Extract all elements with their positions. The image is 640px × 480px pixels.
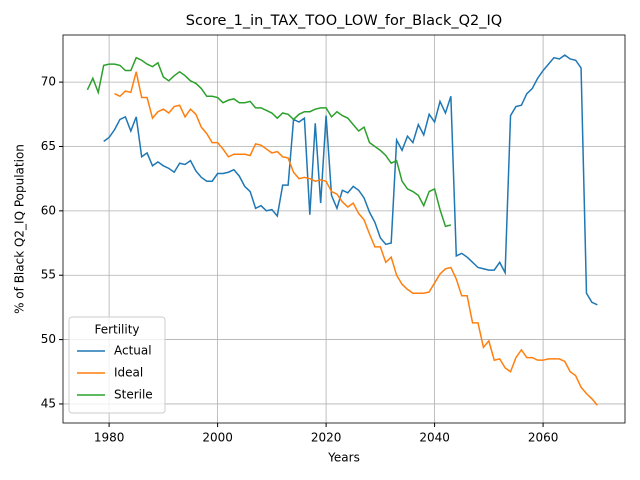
y-tick-label: 50 — [41, 332, 56, 346]
y-tick-label: 70 — [41, 75, 56, 89]
y-tick-label: 55 — [41, 268, 56, 282]
x-tick-label: 2000 — [202, 431, 233, 445]
series-line — [114, 71, 598, 406]
x-tick-label: 1980 — [94, 431, 125, 445]
y-axis-label: % of Black Q2_IQ Population — [13, 144, 27, 314]
legend-label: Sterile — [114, 388, 153, 402]
legend-box — [68, 316, 166, 414]
x-tick-label: 2020 — [311, 431, 342, 445]
y-tick-label: 65 — [41, 139, 56, 153]
legend-label: Actual — [114, 344, 152, 358]
y-tick-label: 45 — [41, 396, 56, 410]
legend-label: Ideal — [114, 366, 143, 380]
legend: Fertility Actual Ideal Sterile — [68, 316, 166, 414]
x-tick-label: 2040 — [419, 431, 450, 445]
series-line — [103, 54, 598, 306]
series-line — [86, 56, 452, 228]
plot-frame — [62, 34, 626, 424]
x-axis-label: Years — [327, 451, 360, 465]
chart-title: Score_1_in_TAX_TOO_LOW_for_Black_Q2_IQ — [186, 13, 502, 29]
y-tick-label: 60 — [41, 203, 56, 217]
x-tick-label: 2060 — [528, 431, 559, 445]
legend-title: Fertility — [94, 323, 139, 337]
